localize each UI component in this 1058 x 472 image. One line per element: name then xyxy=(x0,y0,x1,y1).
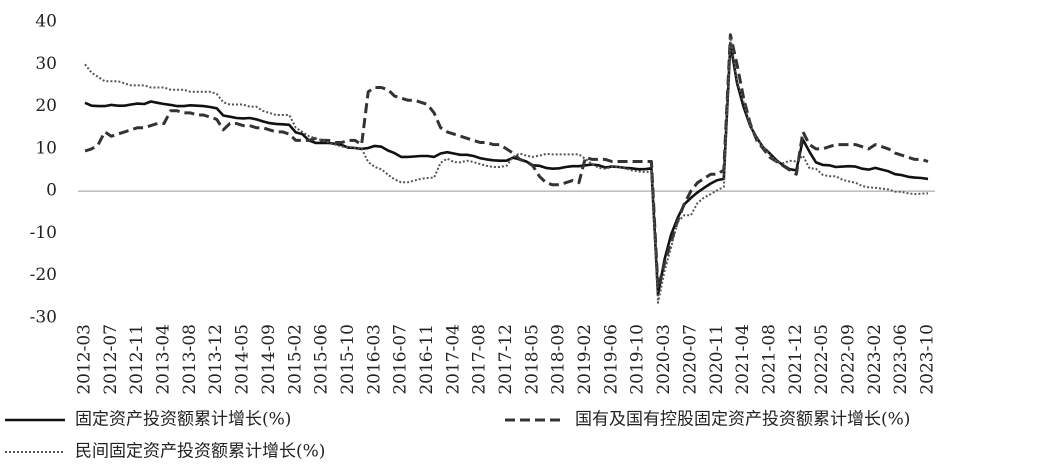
y-tick-label: 40 xyxy=(35,12,57,32)
x-tick-label: 2020-03 xyxy=(654,324,674,395)
legend-label: 固定资产投资额累计增长(%) xyxy=(75,410,291,430)
x-tick-label: 2017-04 xyxy=(443,324,463,395)
x-tick-label: 2020-07 xyxy=(680,324,700,395)
y-tick-label: 0 xyxy=(46,181,57,201)
x-tick-label: 2013-08 xyxy=(180,324,200,395)
x-tick-label: 2023-06 xyxy=(891,324,911,395)
series-line xyxy=(84,33,929,290)
x-tick-label: 2012-11 xyxy=(127,324,147,395)
x-tick-label: 2015-02 xyxy=(285,324,305,395)
legend-label: 民间固定资产投资额累计增长(%) xyxy=(75,442,325,462)
x-tick-label: 2022-05 xyxy=(812,324,832,395)
x-tick-label: 2021-12 xyxy=(786,324,806,395)
x-tick-label: 2015-10 xyxy=(338,324,358,395)
x-tick-label: 2012-07 xyxy=(101,324,121,395)
x-tick-label: 2014-09 xyxy=(259,324,279,395)
y-tick-label: 30 xyxy=(35,54,57,74)
x-tick-label: 2014-05 xyxy=(233,324,253,395)
series-line xyxy=(84,41,929,296)
x-tick-label: 2016-07 xyxy=(391,324,411,395)
x-tick-label: 2022-09 xyxy=(838,324,858,395)
x-tick-label: 2015-06 xyxy=(312,324,332,395)
x-tick-label: 2017-12 xyxy=(496,324,516,395)
x-tick-label: 2023-02 xyxy=(865,324,885,395)
x-tick-label: 2016-03 xyxy=(364,324,384,395)
x-tick-label: 2019-06 xyxy=(601,324,621,395)
x-tick-label: 2013-12 xyxy=(206,324,226,395)
x-tick-label: 2017-08 xyxy=(470,324,490,395)
x-tick-label: 2018-09 xyxy=(549,324,569,395)
x-tick-label: 2020-11 xyxy=(707,324,727,395)
y-tick-label: -10 xyxy=(30,223,57,243)
x-tick-label: 2021-08 xyxy=(759,324,779,395)
x-tick-label: 2019-02 xyxy=(575,324,595,395)
x-tick-label: 2019-10 xyxy=(628,324,648,395)
y-tick-label: -20 xyxy=(30,265,57,285)
x-tick-label: 2012-03 xyxy=(75,324,95,395)
x-tick-label: 2013-04 xyxy=(154,324,174,395)
series-line xyxy=(84,36,929,304)
y-tick-label: 10 xyxy=(35,138,57,158)
x-tick-label: 2018-05 xyxy=(522,324,542,395)
x-tick-label: 2023-10 xyxy=(918,324,938,395)
y-tick-label: 20 xyxy=(35,96,57,116)
legend-label: 国有及国有控股固定资产投资额累计增长(%) xyxy=(575,410,910,430)
x-tick-label: 2021-04 xyxy=(733,324,753,395)
x-tick-label: 2016-11 xyxy=(417,324,437,395)
y-tick-label: -30 xyxy=(30,308,57,328)
